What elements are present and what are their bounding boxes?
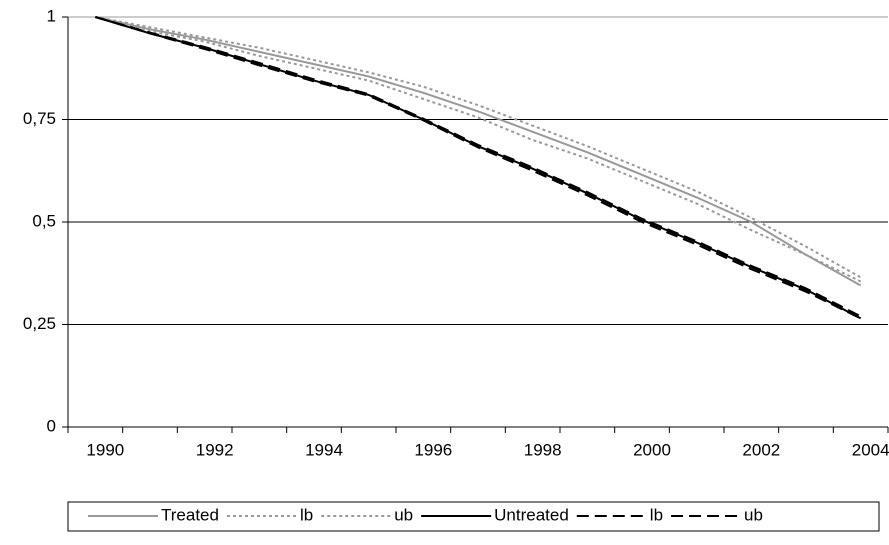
x-tick-label: 1996 (414, 440, 452, 459)
y-tick-label: 1 (47, 6, 56, 25)
x-tick-label: 1990 (86, 440, 124, 459)
legend-label: ub (394, 505, 413, 524)
x-tick-label: 1998 (524, 440, 562, 459)
x-tick-label: 1992 (196, 440, 234, 459)
x-tick-label: 2000 (633, 440, 671, 459)
y-tick-label: 0,25 (23, 314, 56, 333)
series-line (95, 16, 862, 320)
series-line (95, 16, 862, 279)
y-tick-label: 0 (47, 416, 56, 435)
y-tick-label: 0,5 (32, 211, 56, 230)
series-line (95, 16, 862, 287)
legend-label: ub (744, 505, 763, 524)
series-line (95, 16, 862, 318)
x-tick-label: 2004 (852, 440, 889, 459)
series-line (95, 16, 862, 283)
x-tick-label: 1994 (305, 440, 343, 459)
legend-label: lb (300, 505, 313, 524)
y-tick-label: 0,75 (23, 109, 56, 128)
legend-box (67, 501, 880, 532)
series-line (95, 16, 862, 320)
legend-label: Untreated (494, 505, 569, 524)
x-tick-label: 2002 (742, 440, 780, 459)
legend-label: Treated (161, 505, 219, 524)
legend-label: lb (650, 505, 663, 524)
